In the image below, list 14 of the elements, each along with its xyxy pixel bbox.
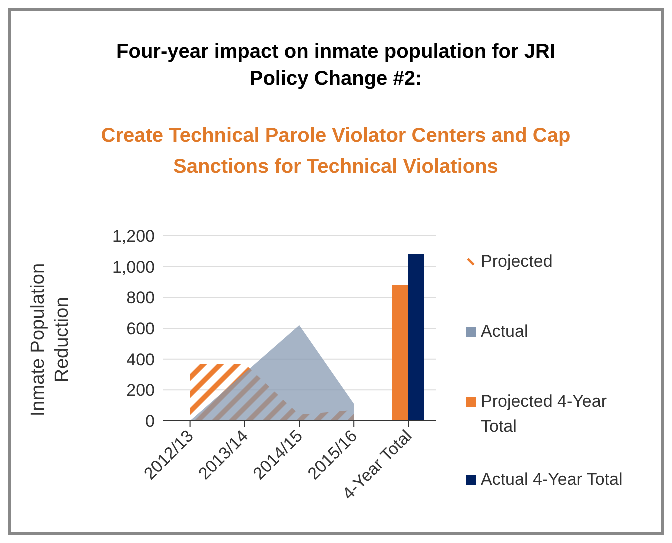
- y-tick-label: 0: [146, 412, 155, 432]
- legend-label: Actual 4-Year Total: [481, 469, 623, 491]
- y-axis-title: Inmate Population Reduction: [27, 262, 74, 419]
- legend-label: Projected 4-Year Total: [481, 391, 608, 438]
- y-tick-label: 1,200: [112, 227, 155, 246]
- chart-title: Four-year impact on inmate population for JRI Policy Change #2:: [116, 40, 556, 92]
- y-tick-label: 600: [126, 320, 155, 339]
- y-tick-label: 200: [126, 381, 155, 400]
- legend-label: Actual: [481, 321, 528, 343]
- y-tick-label: 400: [126, 350, 155, 370]
- y-tick-label: 800: [126, 288, 155, 308]
- legend-label: Projected: [481, 251, 553, 273]
- y-tick-label: 1,000: [112, 258, 155, 277]
- chart-subtitle: Create Technical Parole Violator Centers and Cap Sanctions for Technical Violations: [100, 124, 572, 180]
